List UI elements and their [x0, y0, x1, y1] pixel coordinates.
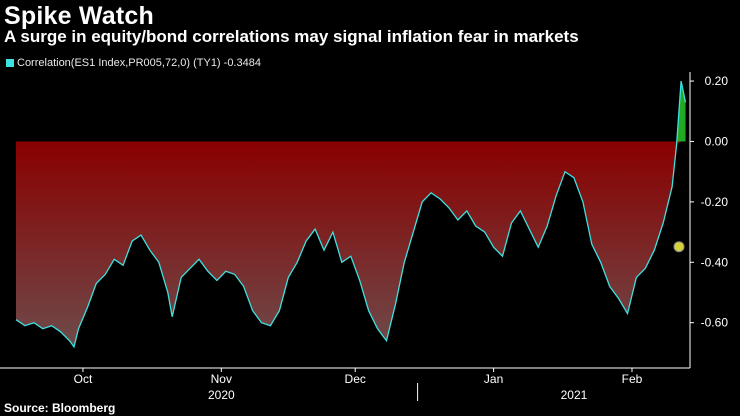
year-label: 2020	[208, 388, 235, 402]
chart-subtitle: A surge in equity/bond correlations may …	[4, 27, 579, 46]
x-tick-label: Oct	[74, 372, 93, 386]
y-tick-label: 0.00	[705, 134, 729, 148]
x-tick-label: Jan	[484, 372, 503, 386]
y-tick-label: 0.20	[705, 74, 729, 88]
chart-title: Spike Watch	[4, 2, 154, 30]
x-tick-label: Nov	[211, 372, 232, 386]
x-tick-label: Feb	[622, 372, 643, 386]
x-tick-label: Dec	[345, 372, 366, 386]
y-tick-label: -0.60	[701, 316, 729, 330]
positive-area-fill	[16, 81, 686, 142]
y-tick-label: -0.40	[701, 255, 729, 269]
year-label: 2021	[561, 388, 588, 402]
negative-area-fill	[16, 141, 686, 347]
legend-swatch	[6, 59, 14, 67]
source-note: Source: Bloomberg	[4, 401, 116, 415]
y-tick-label: -0.20	[701, 195, 729, 209]
chart-legend: Correlation(ES1 Index,PR005,72,0) (TY1) …	[6, 57, 261, 69]
series-line	[15, 80, 687, 349]
legend-label: Correlation(ES1 Index,PR005,72,0) (TY1) …	[17, 57, 261, 69]
last-value-marker	[673, 241, 685, 253]
